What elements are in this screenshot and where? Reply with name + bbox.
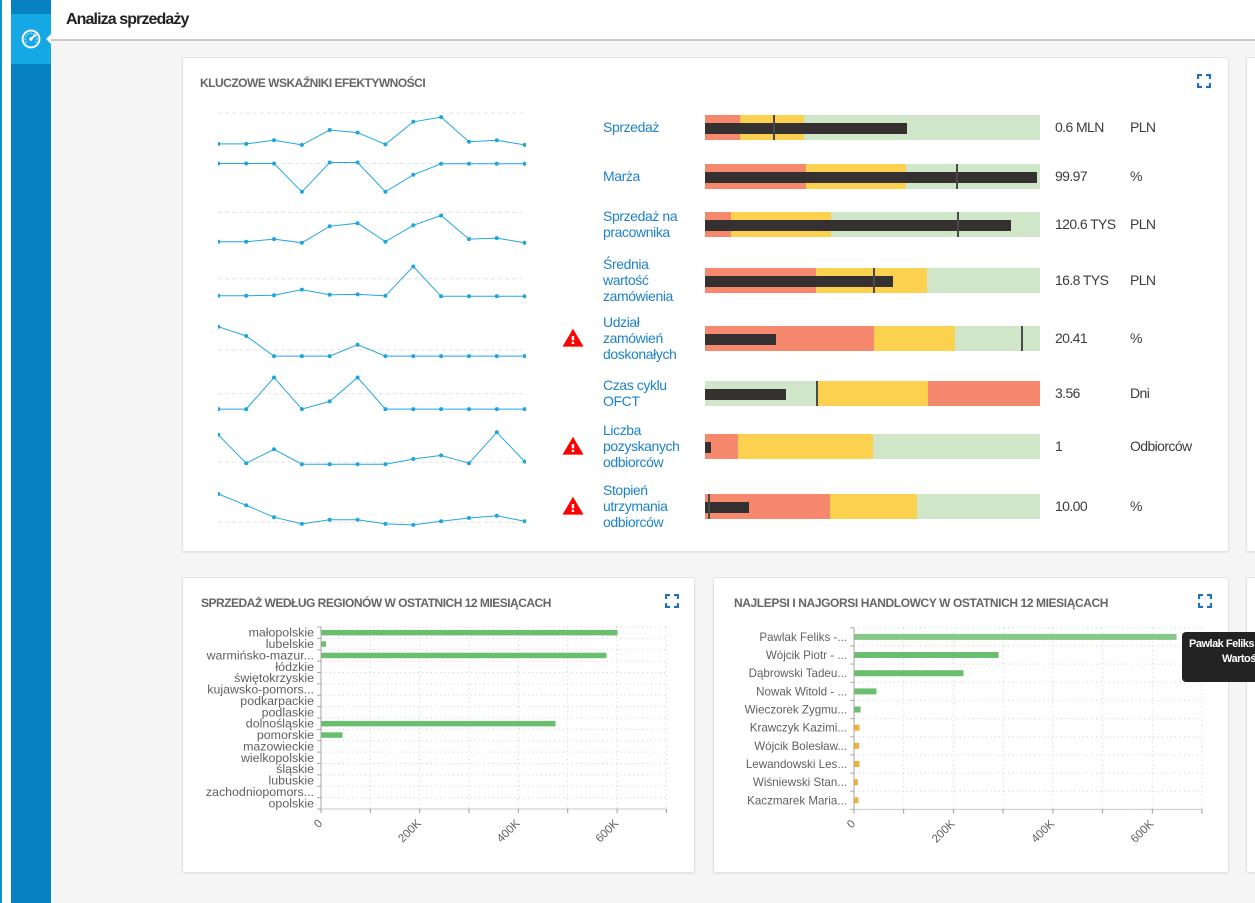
svg-text:kujawsko-pomors...: kujawsko-pomors... bbox=[207, 683, 314, 697]
svg-text:Wieczorek Zygmu...: Wieczorek Zygmu... bbox=[745, 704, 847, 717]
svg-text:400K: 400K bbox=[1030, 818, 1058, 846]
svg-text:lubuskie: lubuskie bbox=[269, 774, 315, 788]
svg-text:600K: 600K bbox=[1129, 818, 1157, 846]
svg-text:Lewandowski Les...: Lewandowski Les... bbox=[746, 758, 847, 771]
svg-text:Kaczmarek Maria...: Kaczmarek Maria... bbox=[747, 794, 847, 807]
svg-text:wielkopolskie: wielkopolskie bbox=[240, 751, 314, 765]
svg-text:Wójcik Bolesław...: Wójcik Bolesław... bbox=[754, 740, 847, 753]
svg-text:Krawczyk Kazimi...: Krawczyk Kazimi... bbox=[750, 722, 847, 735]
svg-text:Wójcik Piotr - ...: Wójcik Piotr - ... bbox=[766, 649, 847, 662]
svg-text:Dąbrowski Tadeu...: Dąbrowski Tadeu... bbox=[749, 667, 847, 680]
svg-text:0: 0 bbox=[312, 818, 325, 831]
svg-text:Wiśniewski Stan...: Wiśniewski Stan... bbox=[753, 776, 847, 789]
svg-text:zachodniopomors...: zachodniopomors... bbox=[206, 785, 314, 799]
svg-text:podlaskie: podlaskie bbox=[262, 705, 314, 719]
svg-text:małopolskie: małopolskie bbox=[249, 626, 315, 640]
svg-text:Nowak Witold - ...: Nowak Witold - ... bbox=[756, 685, 847, 698]
svg-text:podkarpackie: podkarpackie bbox=[240, 694, 314, 708]
svg-text:lubelskie: lubelskie bbox=[266, 637, 314, 651]
svg-text:opolskie: opolskie bbox=[269, 796, 315, 810]
svg-text:warmińsko-mazur...: warmińsko-mazur... bbox=[206, 648, 314, 662]
svg-text:Pawlak Feliks -...: Pawlak Feliks -... bbox=[759, 631, 847, 644]
svg-text:pomorskie: pomorskie bbox=[257, 728, 314, 742]
svg-text:świętokrzyskie: świętokrzyskie bbox=[234, 671, 314, 685]
svg-text:400K: 400K bbox=[495, 817, 523, 845]
svg-text:łódzkie: łódzkie bbox=[275, 660, 314, 674]
svg-text:dolnośląskie: dolnośląskie bbox=[246, 717, 314, 731]
svg-text:200K: 200K bbox=[396, 817, 424, 845]
svg-text:mazowieckie: mazowieckie bbox=[243, 739, 314, 753]
svg-text:200K: 200K bbox=[930, 818, 958, 846]
svg-text:600K: 600K bbox=[594, 817, 622, 845]
svg-text:0: 0 bbox=[845, 818, 858, 831]
svg-text:śląskie: śląskie bbox=[276, 762, 314, 776]
